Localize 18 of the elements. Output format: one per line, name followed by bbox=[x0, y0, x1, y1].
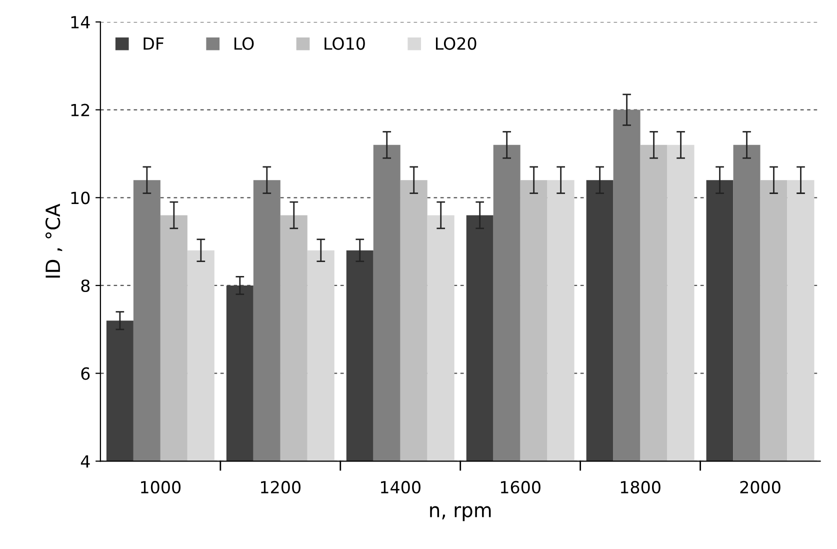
legend-label: LO bbox=[234, 37, 254, 50]
y-tick-label: 4 bbox=[80, 455, 90, 468]
x-tick-label: 2000 bbox=[740, 480, 780, 494]
x-tick-label: 1800 bbox=[620, 480, 660, 494]
x-tick-label: 1200 bbox=[261, 480, 300, 494]
y-tick-label: 8 bbox=[81, 279, 90, 292]
legend-label: LO20 bbox=[436, 37, 476, 50]
legend-label: LO10 bbox=[324, 37, 365, 50]
y-tick-label: 12 bbox=[71, 104, 90, 116]
y-tick-label: 6 bbox=[81, 367, 90, 380]
x-tick-label: 1600 bbox=[500, 480, 540, 494]
y-axis-title: ID , °CA bbox=[45, 204, 62, 278]
x-tick-label: 1400 bbox=[380, 480, 420, 494]
y-tick-label: 14 bbox=[71, 16, 90, 28]
x-tick-label: 1000 bbox=[141, 480, 181, 494]
y-tick-label: 10 bbox=[71, 192, 90, 204]
legend-label: DF bbox=[144, 37, 164, 50]
x-axis-title: n, rpm bbox=[430, 506, 491, 522]
